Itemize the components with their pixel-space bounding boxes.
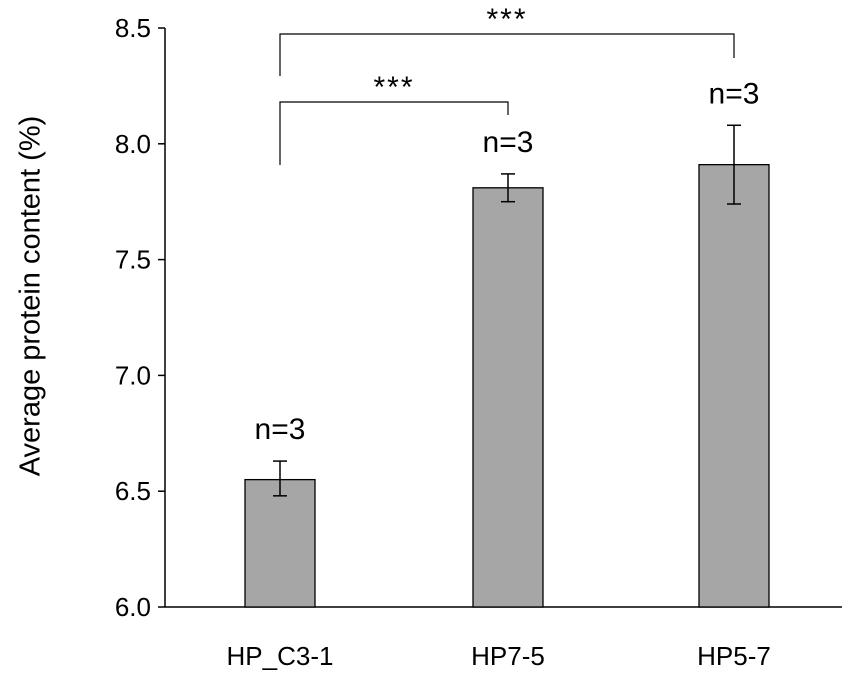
x-tick-label: HP7-5 <box>471 641 545 671</box>
x-tick-label: HP_C3-1 <box>227 641 334 671</box>
bar <box>698 163 770 608</box>
y-tick-label: 7.0 <box>115 360 151 390</box>
sample-size-label: n=3 <box>709 77 760 110</box>
significance-label: *** <box>373 71 414 104</box>
y-tick-label: 8.5 <box>115 13 151 43</box>
significance-bracket <box>279 101 509 165</box>
bar <box>244 478 316 608</box>
bar <box>472 187 544 608</box>
sample-size-label: n=3 <box>483 126 534 159</box>
sample-size-label: n=3 <box>255 413 306 446</box>
x-tick-label: HP5-7 <box>697 641 771 671</box>
y-tick-label: 8.0 <box>115 129 151 159</box>
y-tick-label: 7.5 <box>115 245 151 275</box>
y-tick-label: 6.5 <box>115 476 151 506</box>
y-tick-label: 6.0 <box>115 592 151 622</box>
significance-label: *** <box>486 3 527 36</box>
significance-bracket <box>279 33 735 76</box>
plot-area: 6.0 6.5 7.0 7.5 8.0 8.5 n=3 HP_C3-1 n=3 HP7-5 n=3 H… <box>115 3 842 671</box>
y-axis-label: Average protein content (%) <box>15 116 47 477</box>
